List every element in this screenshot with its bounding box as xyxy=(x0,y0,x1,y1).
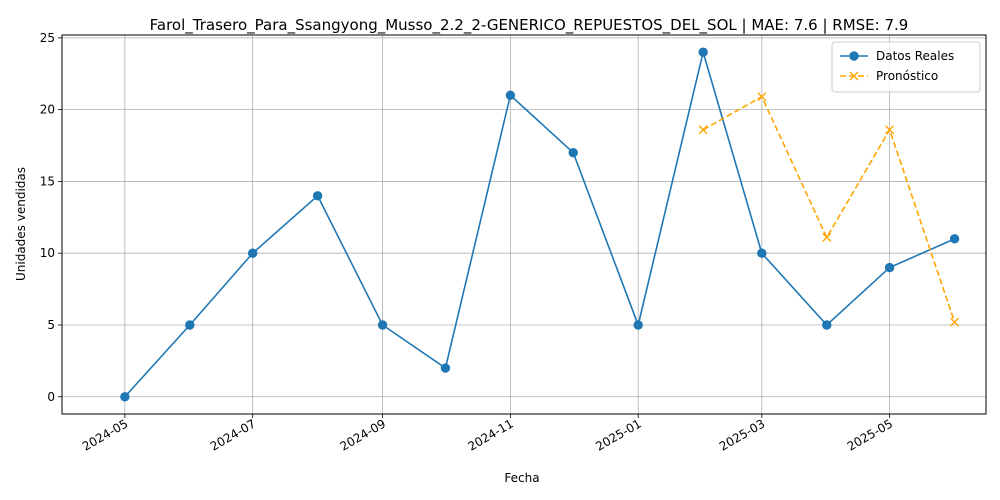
data-point xyxy=(822,232,832,242)
plot-frame xyxy=(61,34,987,415)
data-point xyxy=(949,234,960,244)
data-point xyxy=(698,47,708,57)
legend-marker xyxy=(849,51,859,61)
data-point xyxy=(120,392,130,402)
data-point xyxy=(505,90,516,100)
data-point xyxy=(884,262,895,273)
y-tick-label: 20 xyxy=(40,103,55,117)
data-point xyxy=(698,125,708,135)
y-axis-title: Unidades vendidas xyxy=(14,167,28,281)
series-layer xyxy=(120,47,960,402)
legend-marker xyxy=(849,71,859,81)
data-point xyxy=(312,191,323,201)
data-point xyxy=(568,148,578,158)
grid-lines xyxy=(62,35,986,414)
data-point xyxy=(885,125,895,135)
y-tick-label: 10 xyxy=(40,246,55,260)
data-point xyxy=(377,320,388,330)
series-line xyxy=(124,49,955,398)
chart-title: Farol_Trasero_Para_Ssangyong_Musso_2.2_2… xyxy=(150,16,909,35)
legend-box xyxy=(831,41,981,93)
series-line xyxy=(702,95,956,323)
legend: Datos Reales Pronóstico xyxy=(831,41,981,93)
y-tick-label: 5 xyxy=(47,318,55,332)
data-point xyxy=(950,317,960,327)
data-point xyxy=(822,320,832,330)
y-tick-label: 0 xyxy=(47,390,55,404)
data-point xyxy=(440,363,451,373)
legend-label: Datos Reales xyxy=(876,49,954,63)
data-point xyxy=(757,92,767,102)
legend-entry: Datos Reales xyxy=(840,49,954,63)
x-axis-title: Fecha xyxy=(504,471,539,485)
series-1 xyxy=(698,92,960,327)
legend-label: Pronóstico xyxy=(876,69,938,83)
data-point xyxy=(757,248,767,258)
y-tick-label: 15 xyxy=(40,174,55,188)
data-point xyxy=(633,320,643,330)
data-point xyxy=(247,248,258,258)
y-tick-label: 25 xyxy=(40,31,55,45)
legend-entry: Pronóstico xyxy=(840,69,938,83)
series-0 xyxy=(120,47,960,402)
data-point xyxy=(185,320,195,330)
